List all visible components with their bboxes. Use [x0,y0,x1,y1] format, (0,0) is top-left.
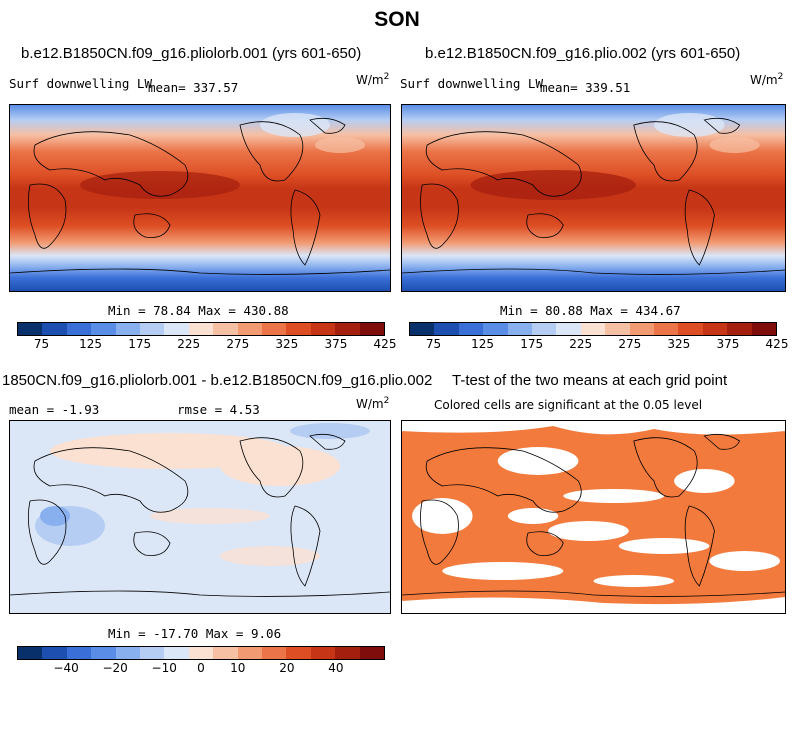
panel1-variable-label: Surf downwelling LW [9,76,152,91]
colorbar-swatch [140,323,165,335]
colorbar-tick-label: 40 [328,661,344,675]
colorbar-swatch [678,323,703,335]
panel3-mean-label: mean = -1.93 [9,402,100,417]
colorbar-swatch [66,323,92,335]
panel2-colorbar [409,322,777,336]
colorbar-swatch [188,647,214,659]
colorbar-swatch [286,323,311,335]
colorbar-tick-label: 20 [279,661,295,675]
colorbar-swatch [140,647,165,659]
colorbar-swatch [91,647,116,659]
colorbar-swatch [507,323,533,335]
colorbar-tick-label: −20 [102,661,128,675]
panel2-variable-label: Surf downwelling LW [400,76,543,91]
panel2-units: W/m2 [750,72,784,87]
panel1-map [9,104,391,292]
figure-title: SON [374,8,420,31]
colorbar-swatch [335,323,360,335]
colorbar-tick-label: 425 [765,337,789,351]
colorbar-swatch [237,647,263,659]
panel2-stats: Min = 80.88 Max = 434.67 [500,303,681,318]
colorbar-swatch [310,647,336,659]
panel1-stats: Min = 78.84 Max = 430.88 [108,303,289,318]
colorbar-swatch [359,647,385,659]
panel2-map [401,104,786,292]
panel4-title: T-test of the two means at each grid poi… [452,372,728,389]
panel3-title: 1850CN.f09_g16.pliolorb.001 - b.e12.B185… [2,372,433,389]
colorbar-swatch [556,323,581,335]
colorbar-tick-label: 275 [226,337,250,351]
colorbar-swatch [654,323,679,335]
colorbar-swatch [213,323,238,335]
colorbar-tick-label: 375 [716,337,740,351]
colorbar-tick-label: 325 [667,337,691,351]
colorbar-swatch [262,323,287,335]
panel2-title: b.e12.B1850CN.f09_g16.plio.002 (yrs 601-… [425,45,741,62]
colorbar-tick-label: 225 [177,337,201,351]
colorbar-tick-label: −40 [53,661,79,675]
colorbar-swatch [410,323,435,335]
colorbar-tick-label: 425 [373,337,397,351]
colorbar-swatch [164,647,189,659]
panel3-colorbar [17,646,385,660]
colorbar-swatch [188,323,214,335]
panel3-stats: Min = -17.70 Max = 9.06 [108,626,282,641]
panel3-map [9,420,391,614]
colorbar-swatch [213,647,238,659]
colorbar-swatch [434,323,459,335]
panel1-title: b.e12.B1850CN.f09_g16.pliolorb.001 (yrs … [21,45,362,62]
colorbar-swatch [310,323,336,335]
colorbar-tick-label: 325 [275,337,299,351]
colorbar-swatch [751,323,777,335]
colorbar-swatch [458,323,484,335]
colorbar-tick-label: 175 [128,337,152,351]
colorbar-swatch [115,647,141,659]
colorbar-swatch [580,323,606,335]
colorbar-swatch [629,323,655,335]
panel3-rmse-label: rmse = 4.53 [177,402,260,417]
panel1-colorbar [17,322,385,336]
panel2-mean-label: mean= 339.51 [540,80,631,95]
colorbar-tick-label: 0 [197,661,205,675]
colorbar-tick-label: 175 [520,337,544,351]
colorbar-swatch [91,323,116,335]
colorbar-swatch [532,323,557,335]
panel4-map [401,420,786,614]
colorbar-tick-label: 375 [324,337,348,351]
colorbar-tick-label: 75 [33,337,50,351]
colorbar-swatch [18,647,43,659]
colorbar-swatch [42,323,67,335]
colorbar-tick-label: 275 [618,337,642,351]
colorbar-swatch [483,323,508,335]
colorbar-swatch [286,647,311,659]
colorbar-swatch [115,323,141,335]
colorbar-swatch [164,323,189,335]
colorbar-tick-label: 75 [425,337,442,351]
panel1-units: W/m2 [356,72,390,87]
colorbar-swatch [42,647,67,659]
colorbar-swatch [18,323,43,335]
colorbar-swatch [702,323,728,335]
colorbar-swatch [262,647,287,659]
colorbar-tick-label: 125 [79,337,103,351]
colorbar-swatch [237,323,263,335]
colorbar-swatch [359,323,385,335]
colorbar-tick-label: −10 [151,661,177,675]
colorbar-tick-label: 10 [230,661,246,675]
colorbar-swatch [335,647,360,659]
colorbar-swatch [66,647,92,659]
panel3-units: W/m2 [356,396,390,411]
colorbar-tick-label: 125 [471,337,495,351]
colorbar-swatch [727,323,752,335]
colorbar-swatch [605,323,630,335]
colorbar-tick-label: 225 [569,337,593,351]
panel4-subtitle: Colored cells are significant at the 0.0… [434,398,703,412]
panel1-mean-label: mean= 337.57 [148,80,239,95]
